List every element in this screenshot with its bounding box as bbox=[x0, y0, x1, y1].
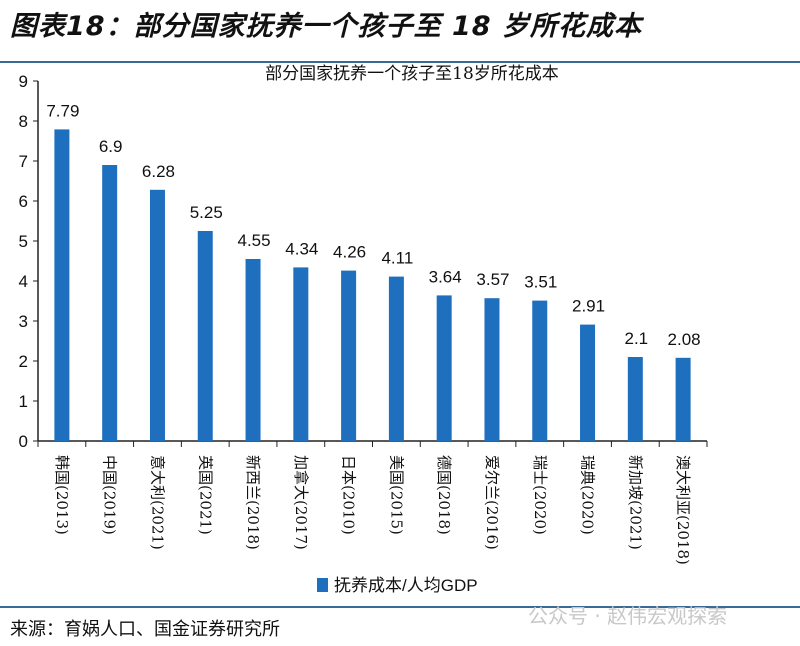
data-label: 3.51 bbox=[524, 273, 557, 292]
bar bbox=[149, 189, 165, 441]
data-label: 2.08 bbox=[668, 330, 701, 349]
data-label: 4.26 bbox=[333, 243, 366, 262]
y-tick-label: 6 bbox=[19, 192, 28, 211]
watermark: 公众号 · 赵伟宏观探索 bbox=[528, 604, 728, 628]
y-tick-label: 2 bbox=[19, 352, 28, 371]
category-label: 美国(2015) bbox=[387, 455, 405, 535]
bar bbox=[532, 300, 548, 441]
bar-chart: 部分国家抚养一个孩子至18岁所花成本 0 1 2 3 4 5 6 7 8 9 7.79 韩国(2013)… bbox=[19, 64, 708, 595]
data-label: 5.25 bbox=[190, 203, 223, 222]
data-label: 7.79 bbox=[46, 101, 79, 120]
category-label: 日本(2010) bbox=[340, 455, 358, 535]
y-tick-label: 3 bbox=[19, 312, 28, 331]
title-divider bbox=[0, 61, 800, 63]
category-label: 中国(2019) bbox=[101, 455, 119, 535]
bar bbox=[102, 165, 118, 441]
data-label: 6.9 bbox=[99, 137, 123, 156]
y-tick-label: 5 bbox=[19, 232, 28, 251]
data-label: 2.91 bbox=[572, 297, 605, 316]
category-label: 韩国(2013) bbox=[53, 455, 71, 535]
y-tick-label: 7 bbox=[19, 152, 28, 171]
bar bbox=[627, 357, 643, 441]
y-tick-label: 4 bbox=[19, 272, 28, 291]
category-label: 意大利(2021) bbox=[148, 455, 166, 550]
y-tick-label: 0 bbox=[19, 432, 28, 451]
category-label: 瑞典(2020) bbox=[579, 455, 597, 535]
category-label: 澳大利亚(2018) bbox=[674, 455, 692, 565]
data-label: 3.64 bbox=[429, 267, 462, 286]
bar bbox=[293, 267, 309, 441]
y-tick-label: 9 bbox=[19, 72, 28, 91]
source-note: 来源：育娲人口、国金证券研究所 bbox=[10, 619, 280, 640]
legend-swatch bbox=[317, 578, 328, 592]
bar bbox=[484, 298, 500, 441]
figure-title: 图表18：部分国家抚养一个孩子至 18 岁所花成本 bbox=[10, 11, 642, 42]
category-label: 新西兰(2018) bbox=[244, 455, 262, 550]
bar bbox=[580, 324, 596, 441]
bar bbox=[388, 276, 404, 441]
data-label: 2.1 bbox=[625, 329, 649, 348]
bar bbox=[197, 231, 213, 441]
bar bbox=[436, 295, 452, 441]
footer-divider bbox=[0, 606, 800, 608]
category-label: 英国(2021) bbox=[196, 455, 214, 535]
data-label: 6.28 bbox=[142, 162, 175, 181]
category-label: 瑞士(2020) bbox=[531, 455, 549, 535]
data-label: 4.34 bbox=[285, 239, 318, 258]
bar bbox=[54, 129, 70, 441]
bar bbox=[675, 357, 691, 441]
legend-label: 抚养成本/人均GDP bbox=[334, 576, 478, 595]
y-tick-label: 8 bbox=[19, 112, 28, 131]
category-label: 加拿大(2017) bbox=[292, 455, 310, 550]
category-label: 新加坡(2021) bbox=[626, 455, 644, 550]
y-tick-label: 1 bbox=[19, 392, 28, 411]
category-label: 德国(2018) bbox=[435, 455, 453, 535]
data-label: 3.57 bbox=[476, 270, 509, 289]
bar bbox=[341, 270, 357, 441]
bar bbox=[245, 259, 261, 441]
category-label: 爱尔兰(2016) bbox=[483, 455, 501, 550]
data-label: 4.11 bbox=[381, 249, 413, 268]
data-label: 4.55 bbox=[237, 231, 270, 250]
chart-title: 部分国家抚养一个孩子至18岁所花成本 bbox=[265, 64, 559, 84]
